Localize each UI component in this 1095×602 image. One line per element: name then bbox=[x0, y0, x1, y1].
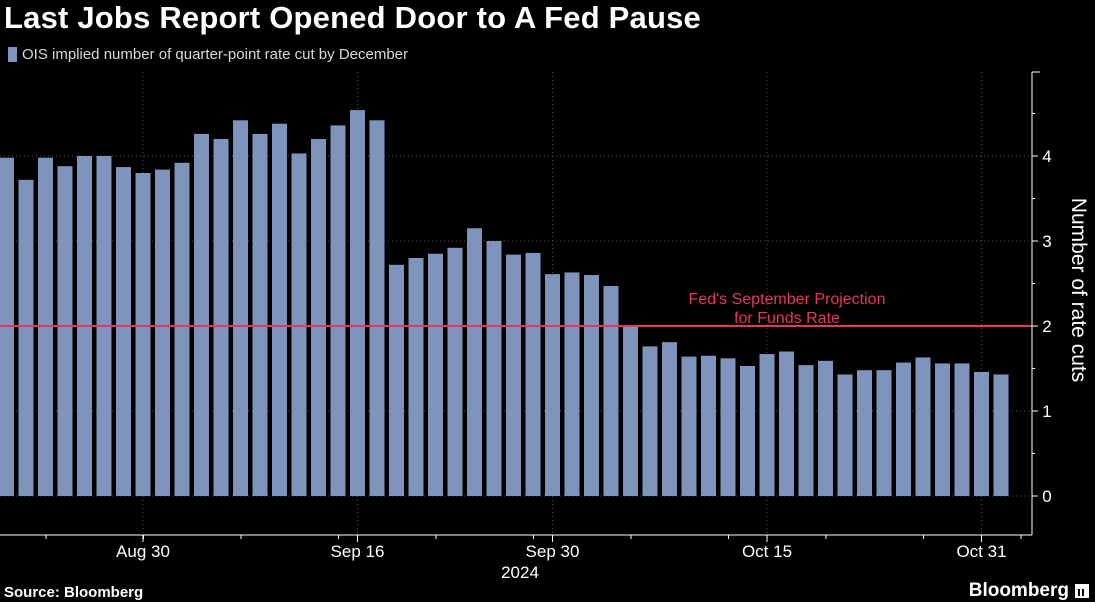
x-tick-label: Oct 15 bbox=[742, 542, 792, 561]
legend-label: OIS implied number of quarter-point rate… bbox=[22, 46, 409, 63]
bar bbox=[837, 374, 853, 496]
x-tick-label: Sep 16 bbox=[331, 542, 385, 561]
bar bbox=[759, 354, 775, 496]
bar bbox=[135, 173, 151, 496]
legend-swatch-icon bbox=[8, 47, 17, 62]
bloomberg-icon bbox=[1075, 584, 1089, 598]
bar bbox=[272, 123, 287, 496]
bar bbox=[330, 125, 346, 497]
bar bbox=[57, 166, 73, 496]
y-axis-label: Number of rate cuts bbox=[1067, 197, 1090, 383]
bar bbox=[701, 355, 716, 496]
x-axis-year-label: 2024 bbox=[501, 563, 539, 582]
bar bbox=[155, 169, 170, 496]
bar bbox=[291, 153, 307, 496]
bar bbox=[486, 241, 502, 496]
bar bbox=[545, 274, 560, 496]
y-tick-label: 3 bbox=[1042, 232, 1051, 251]
bar bbox=[194, 133, 209, 496]
bar bbox=[428, 253, 443, 496]
y-tick-label: 2 bbox=[1042, 317, 1051, 336]
chart-title: Last Jobs Report Opened Door to A Fed Pa… bbox=[4, 0, 702, 35]
x-tick-label: Aug 30 bbox=[116, 542, 170, 561]
bar bbox=[252, 133, 268, 496]
bar bbox=[954, 363, 970, 496]
bar bbox=[798, 365, 814, 496]
bar bbox=[662, 342, 677, 496]
bar bbox=[818, 360, 833, 496]
bar bbox=[506, 254, 521, 496]
bar bbox=[779, 351, 794, 496]
bar bbox=[642, 346, 658, 496]
bar bbox=[740, 365, 755, 496]
bar bbox=[876, 370, 892, 496]
bar bbox=[18, 179, 34, 497]
y-tick-label: 1 bbox=[1042, 402, 1051, 421]
reference-line-label: Fed's September Projection bbox=[689, 291, 886, 308]
bar bbox=[681, 356, 697, 496]
bar bbox=[584, 275, 599, 496]
bar bbox=[213, 139, 229, 496]
y-tick-label: 4 bbox=[1042, 147, 1051, 166]
bar bbox=[993, 374, 1009, 496]
bar bbox=[915, 357, 931, 496]
x-tick-label: Oct 31 bbox=[956, 542, 1006, 561]
bar bbox=[174, 162, 190, 497]
bar bbox=[525, 252, 541, 496]
bar bbox=[564, 272, 580, 496]
bar bbox=[603, 286, 619, 496]
brand-logo: Bloomberg bbox=[969, 580, 1089, 602]
chart-legend: OIS implied number of quarter-point rate… bbox=[8, 46, 408, 63]
bar bbox=[447, 247, 463, 496]
source-text: Source: Bloomberg bbox=[4, 584, 144, 601]
reference-line-label: for Funds Rate bbox=[734, 310, 840, 327]
bar bbox=[233, 120, 248, 497]
bar bbox=[720, 358, 736, 496]
bar bbox=[974, 371, 989, 496]
bar bbox=[623, 326, 638, 496]
bar bbox=[116, 167, 131, 497]
bar bbox=[857, 370, 872, 496]
bar bbox=[935, 363, 950, 496]
bar bbox=[311, 139, 326, 496]
bar bbox=[369, 120, 385, 497]
bar bbox=[408, 258, 424, 496]
brand-name: Bloomberg bbox=[968, 580, 1069, 601]
x-tick-label: Sep 30 bbox=[526, 542, 580, 561]
y-tick-label: 0 bbox=[1042, 487, 1051, 506]
bar bbox=[350, 110, 365, 496]
bar bbox=[389, 264, 404, 496]
bar bbox=[467, 228, 482, 496]
bar bbox=[896, 362, 911, 496]
